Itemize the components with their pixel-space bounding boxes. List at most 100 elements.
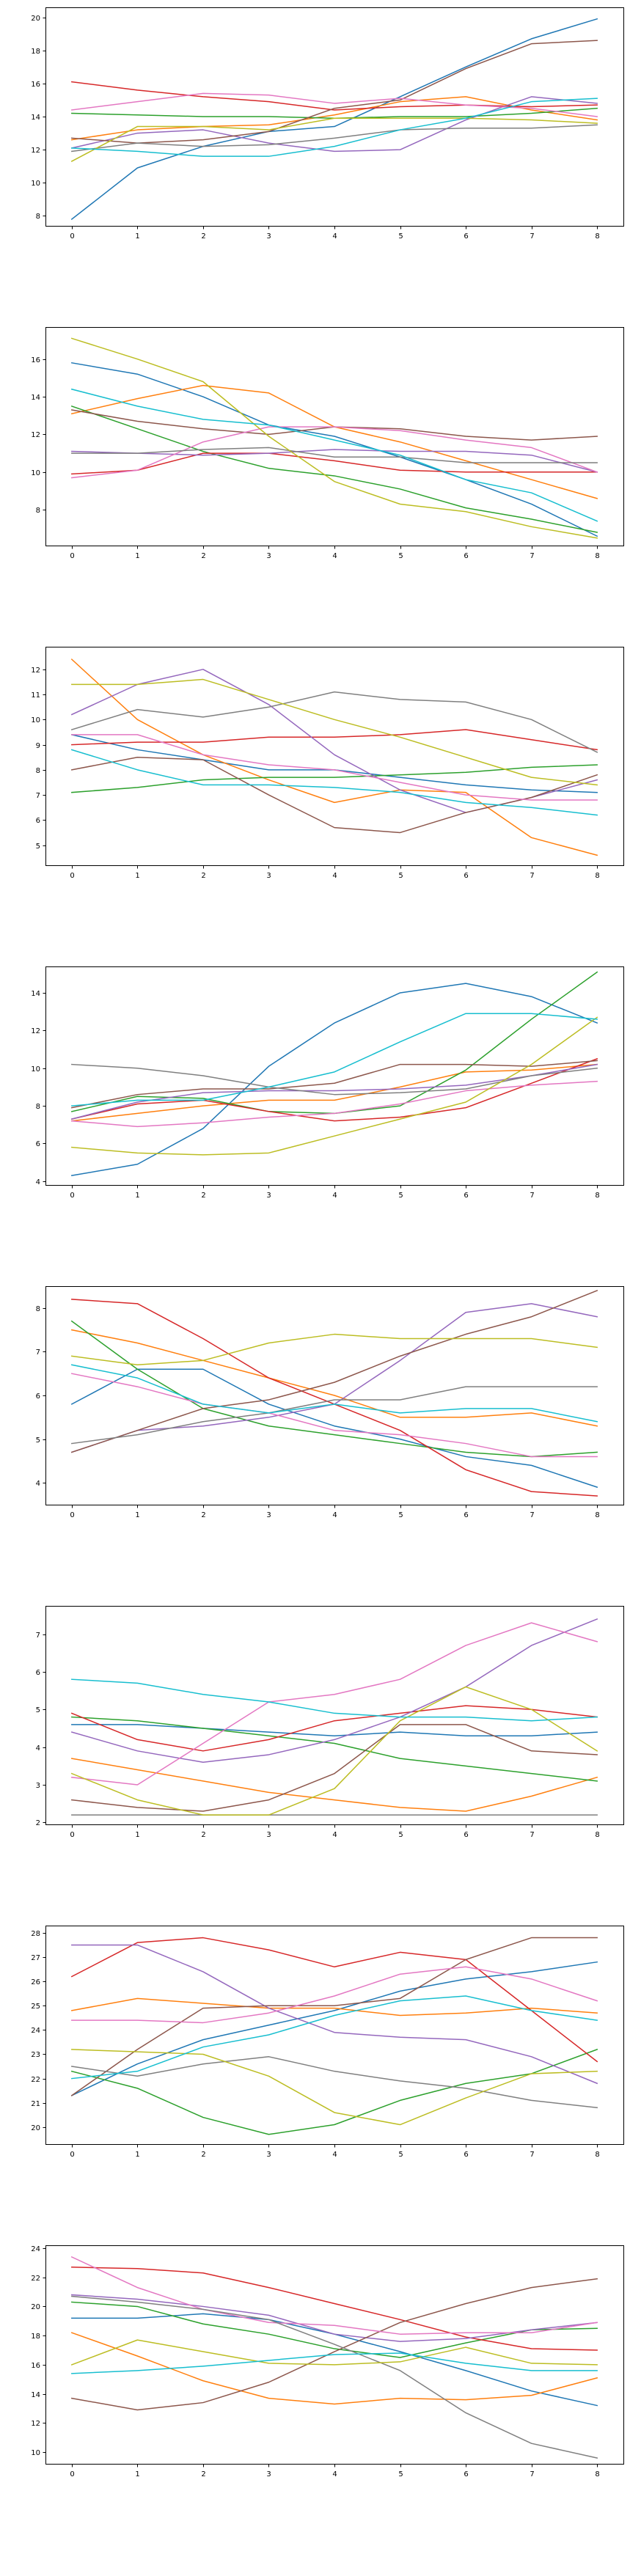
chart-5-x-tick-label: 8 [595,1511,599,1519]
chart-2-y-tick-label: 10 [31,469,40,477]
chart-8-x-tick-label: 7 [530,2470,534,2478]
chart-8-x-tick-label: 6 [464,2470,468,2478]
chart-8-series-9-line [70,2339,598,2366]
chart-3-y-tick-label: 8 [36,767,40,775]
chart-2-y-tick-label: 12 [31,431,40,439]
chart-2-x-tick-label: 2 [201,552,205,560]
chart-1-series-8-line [70,124,598,153]
chart-8-series-8-line [71,2295,598,2459]
chart-8-y-tick-label: 20 [31,2303,40,2311]
chart-2-series-5-line [71,449,598,473]
chart-1-y-tick-label: 14 [31,114,40,122]
chart-1-series-4-line [70,81,598,111]
chart-4-series-4-line [70,1057,598,1122]
chart-6-x-tick-label: 2 [201,1831,205,1839]
chart-3-x-tick-label: 6 [464,872,468,880]
chart-5-x-tick-label: 4 [332,1511,337,1519]
chart-7-series-9-line [71,2049,598,2126]
chart-5-x-tick-label: 1 [135,1511,139,1519]
chart-6: 0 1 2 3 4 5 6 7 8 2 3 4 5 6 7 [36,1606,624,1839]
chart-1-y-tick-label: 16 [31,81,40,89]
chart-6-y-tick-label: 5 [36,1706,40,1714]
chart-7-x-tick-label: 5 [398,2151,403,2159]
chart-2-x-tick-label: 1 [135,552,139,560]
chart-3-series-1-line [70,733,598,793]
chart-4-x-tick-label: 3 [266,1192,271,1200]
chart-8-series-2-line [70,2332,598,2405]
chart-5-series-8-line [70,1386,598,1445]
chart-5-series-3-line [70,1320,598,1458]
chart-1-x-tick-label: 2 [201,232,205,241]
chart-5-series-2-line [70,1329,598,1427]
chart-7-x-tick-label: 7 [530,2151,534,2159]
chart-7-x-tick-label: 3 [266,2151,271,2159]
chart-7-series-10-line [70,1995,598,2080]
chart-5-y-tick-label: 7 [36,1348,40,1357]
chart-7-y-tick-label: 26 [31,1978,40,1986]
chart-8-series-3-line [71,2301,598,2358]
chart-7-y-tick-label: 27 [31,1954,40,1962]
chart-5-x-tick-label: 3 [266,1511,271,1519]
chart-7-x-tick-label: 1 [135,2151,139,2159]
chart-8-y-tick-label: 16 [31,2362,40,2370]
chart-5: 0 1 2 3 4 5 6 7 8 4 5 6 7 8 [36,1286,624,1519]
chart-6-y-tick-label: 4 [36,1744,40,1753]
chart-6-axes-frame [45,1606,624,1825]
chart-6-series-3-line [71,1716,598,1782]
chart-8-series-7-line [70,2256,598,2335]
chart-1-y-tick-label: 8 [36,213,40,221]
chart-4-y-tick-label: 14 [31,990,40,998]
chart-8-series-6-line [70,2278,598,2411]
chart-3-series-2-line [70,658,598,856]
chart-4-x-tick-label: 7 [530,1192,534,1200]
chart-8-y-tick-label: 22 [31,2275,40,2283]
chart-5-series-4-line [71,1299,598,1497]
chart-8-y-tick-label: 24 [31,2245,40,2253]
chart-7-x-tick-label: 8 [595,2151,599,2159]
chart-4-series-8-line [71,1063,598,1096]
chart-6-series-2-line [70,1758,598,1812]
chart-7-y-tick-label: 21 [31,2100,40,2108]
chart-3-x-tick-label: 5 [398,872,403,880]
chart-8-y-tick-label: 14 [31,2391,40,2399]
chart-7-series-7-line [71,1966,598,2024]
chart-3-series-9-line [71,678,598,786]
chart-4-series-7-line [71,1080,598,1128]
chart-4-series-3-line [70,971,598,1115]
chart-2-series-10-line [70,388,598,522]
chart-6-y-tick-label: 7 [36,1632,40,1640]
chart-7-y-tick-label: 22 [31,2076,40,2084]
chart-3-y-tick-label: 12 [31,667,40,675]
chart-5-x-tick-label: 5 [398,1511,403,1519]
chart-1-x-tick-label: 0 [70,232,74,241]
chart-2-y-tick-label: 8 [36,507,40,515]
chart-2-x-tick-label: 7 [530,552,534,560]
chart-8-y-tick-label: 18 [31,2333,40,2341]
chart-7-x-tick-label: 6 [464,2151,468,2159]
chart-3-x-tick-label: 3 [266,872,271,880]
chart-6-x-tick-label: 1 [135,1831,139,1839]
chart-8-x-tick-label: 1 [135,2470,139,2478]
chart-1-x-tick-label: 6 [464,232,468,241]
chart-2-x-tick-label: 0 [70,552,74,560]
chart-6-series-5-line [70,1618,598,1763]
chart-1-y-tick-label: 20 [31,15,40,23]
chart-6-y-tick-label: 6 [36,1669,40,1677]
chart-2-y-tick-label: 14 [31,394,40,402]
chart-3-y-tick-label: 9 [36,742,40,750]
chart-3-series-8-line [70,691,598,753]
chart-6-y-tick-label: 3 [36,1782,40,1790]
chart-7-series-6-line [70,1937,598,2096]
chart-1-series-9-line [70,117,598,162]
chart-6-y-tick-label: 2 [36,1819,40,1827]
chart-2-series-1-line [70,362,598,537]
chart-6-x-tick-label: 0 [70,1831,74,1839]
chart-3-series-4-line [71,729,598,751]
chart-3-x-tick-label: 0 [70,872,74,880]
chart-5-y-tick-label: 6 [36,1392,40,1401]
chart-8-x-tick-label: 3 [266,2470,271,2478]
chart-4-series-9-line [71,1016,598,1156]
chart-6-x-tick-label: 6 [464,1831,468,1839]
